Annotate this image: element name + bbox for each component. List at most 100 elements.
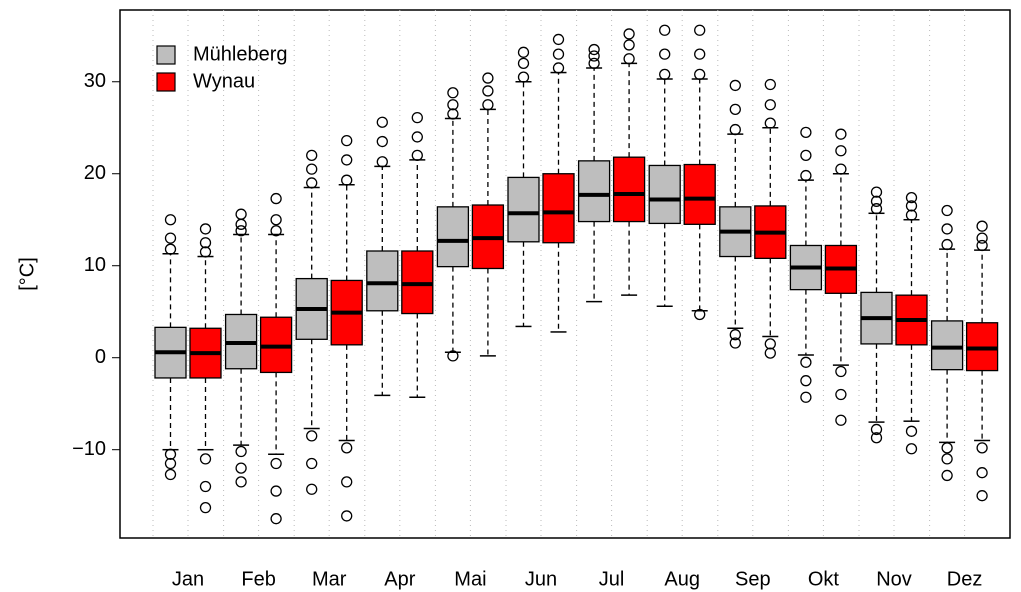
outlier: [341, 174, 353, 186]
outlier: [552, 48, 565, 60]
outlier: [517, 57, 530, 70]
outlier: [270, 225, 282, 237]
outlier: [764, 117, 776, 129]
outlier: [270, 214, 282, 226]
outlier: [976, 239, 988, 252]
outlier: [976, 490, 988, 502]
outlier: [694, 308, 706, 321]
outlier: [482, 72, 494, 84]
legend-swatch: [156, 45, 176, 65]
y-tick-label: 20: [84, 162, 106, 184]
x-tick-label: Okt: [808, 568, 840, 590]
outlier: [729, 79, 741, 92]
x-tick-label: Jul: [599, 568, 625, 590]
outlier: [552, 62, 565, 74]
box: [577, 160, 611, 223]
outlier: [941, 204, 953, 217]
y-tick-label: 10: [84, 254, 106, 276]
outlier: [941, 238, 953, 251]
outlier: [376, 116, 388, 128]
outlier: [517, 71, 530, 83]
outlier: [764, 338, 776, 350]
box: [930, 320, 964, 371]
outlier: [694, 24, 706, 36]
outlier: [659, 48, 671, 60]
outlier: [976, 220, 988, 232]
outlier: [341, 510, 353, 522]
outlier: [306, 163, 318, 175]
outlier: [164, 448, 177, 460]
outlier: [270, 513, 282, 525]
outlier: [447, 108, 459, 120]
outlier: [235, 225, 247, 237]
outlier: [729, 329, 741, 341]
outlier: [623, 39, 635, 51]
outlier: [800, 391, 812, 403]
outlier: [905, 443, 918, 455]
outlier: [341, 134, 353, 147]
outlier: [870, 195, 883, 207]
outlier: [341, 154, 353, 166]
outlier: [517, 46, 530, 58]
legend-swatch: [156, 72, 176, 92]
outlier: [482, 99, 494, 111]
y-axis-label: [°C]: [16, 257, 38, 291]
outlier: [870, 423, 883, 436]
outlier: [800, 356, 812, 368]
outlier: [623, 53, 635, 65]
outlier: [235, 462, 247, 474]
outlier: [164, 243, 177, 255]
x-tick-label: Aug: [664, 568, 700, 590]
outlier: [552, 33, 565, 46]
outlier: [164, 214, 177, 226]
outlier: [729, 123, 741, 136]
outlier: [482, 85, 494, 97]
outlier: [800, 375, 812, 387]
x-tick-label: Sep: [735, 568, 771, 590]
outlier: [870, 432, 883, 444]
outlier: [306, 457, 318, 470]
outlier: [659, 24, 671, 36]
box: [648, 164, 681, 225]
outlier: [764, 347, 776, 359]
legend-label: Mühleberg: [193, 43, 288, 65]
outlier: [306, 149, 318, 161]
x-tick-label: Mar: [312, 568, 347, 590]
outlier: [235, 218, 247, 230]
outlier: [729, 337, 741, 349]
outlier: [905, 200, 918, 212]
y-tick-label: −10: [72, 438, 106, 460]
outlier: [411, 149, 423, 161]
outlier: [835, 365, 847, 378]
y-tick-label: 30: [84, 70, 106, 92]
box: [507, 176, 540, 243]
outlier: [306, 483, 318, 495]
outlier: [199, 480, 212, 493]
outlier: [588, 43, 600, 56]
x-tick-label: Apr: [384, 568, 415, 590]
outlier: [694, 48, 706, 60]
outlier: [659, 68, 671, 81]
outlier: [306, 430, 318, 442]
outlier: [800, 169, 812, 182]
outlier: [306, 177, 318, 189]
outlier: [447, 350, 459, 362]
outlier: [270, 192, 282, 205]
outlier: [411, 111, 423, 124]
outlier: [941, 469, 953, 482]
outlier: [164, 457, 177, 470]
outlier: [235, 476, 247, 488]
outlier: [235, 208, 247, 220]
x-tick-label: Jan: [172, 568, 204, 590]
outlier: [800, 126, 812, 138]
outlier: [905, 192, 918, 204]
outlier: [976, 442, 988, 454]
outlier: [835, 145, 847, 157]
x-tick-label: Dez: [947, 568, 983, 590]
outlier: [941, 453, 953, 465]
outlier: [976, 232, 988, 244]
legend-label: Wynau: [193, 70, 255, 92]
outlier: [764, 78, 776, 91]
outlier: [941, 223, 953, 235]
outlier: [905, 425, 918, 437]
